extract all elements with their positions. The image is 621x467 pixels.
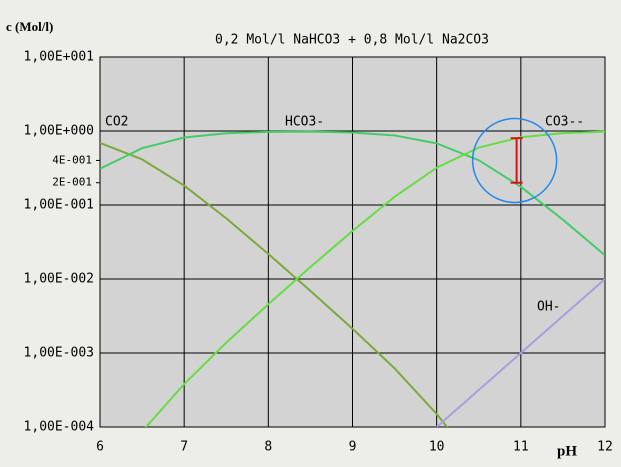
chart-title: 0,2 Mol/l NaHCO3 + 0,8 Mol/l Na2CO3 [215, 33, 489, 48]
y-tick-label: 1,00E-003 [24, 346, 94, 361]
series-label: CO2 [105, 115, 128, 130]
series-line [100, 130, 605, 257]
x-axis-label: pH [557, 443, 577, 459]
x-tick-label: 8 [264, 440, 272, 455]
x-tick-label: 11 [513, 440, 529, 455]
x-tick-label: 6 [96, 440, 104, 455]
x-tick-label: 12 [597, 440, 613, 455]
plot-lines [100, 130, 605, 427]
y-axis-label: c (Mol/l) [6, 19, 53, 34]
y-tick-label: 1,00E+000 [24, 124, 94, 139]
y-tick-label: 1,00E-001 [24, 198, 94, 213]
x-tick-label: 9 [349, 440, 357, 455]
minor-y-tick-label: 2E-001 [52, 176, 92, 189]
highlight-circle [471, 117, 558, 204]
minor-y-tick-label: 4E-001 [52, 153, 92, 166]
y-tick-label: 1,00E-004 [24, 420, 95, 435]
series-line [436, 278, 605, 427]
series-label: CO3-- [545, 115, 584, 130]
x-tick-label: 10 [429, 440, 445, 455]
y-tick-label: 1,00E-002 [24, 272, 94, 287]
series-label: OH- [537, 300, 560, 315]
series-label: HCO3- [285, 115, 324, 130]
x-tick-label: 7 [180, 440, 188, 455]
y-tick-label: 1,00E+001 [24, 50, 94, 65]
series-line [100, 141, 449, 427]
